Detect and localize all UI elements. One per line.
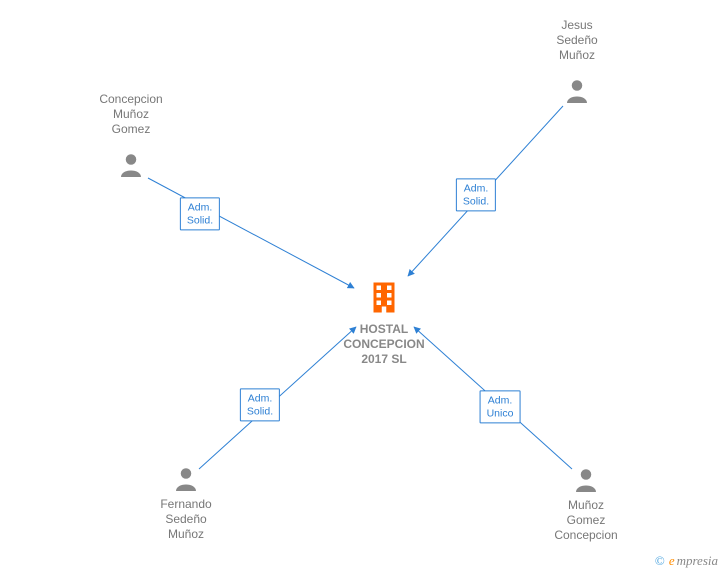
person-icon (571, 465, 601, 500)
person-icon (116, 150, 146, 185)
person-label: Muñoz Gomez Concepcion (554, 498, 617, 543)
brand-initial: e (669, 553, 675, 568)
person-label: Jesus Sedeño Muñoz (556, 18, 597, 63)
building-icon (366, 280, 402, 321)
copyright-symbol: © (655, 553, 665, 568)
person-label: Fernando Sedeño Muñoz (160, 497, 211, 542)
edges-layer (0, 0, 728, 575)
edge-badge: Adm. Solid. (180, 197, 220, 230)
brand-rest: mpresia (677, 553, 718, 568)
edge-line (148, 178, 354, 288)
edge-badge: Adm. Solid. (240, 388, 280, 421)
person-icon (171, 464, 201, 499)
edge-badge: Adm. Unico (480, 390, 521, 423)
footer-brand: © empresia (655, 553, 718, 569)
edge-badge: Adm. Solid. (456, 178, 496, 211)
person-label: Concepcion Muñoz Gomez (99, 92, 162, 137)
center-label: HOSTAL CONCEPCION 2017 SL (343, 322, 424, 367)
diagram-canvas: HOSTAL CONCEPCION 2017 SL Concepcion Muñ… (0, 0, 728, 575)
person-icon (562, 76, 592, 111)
